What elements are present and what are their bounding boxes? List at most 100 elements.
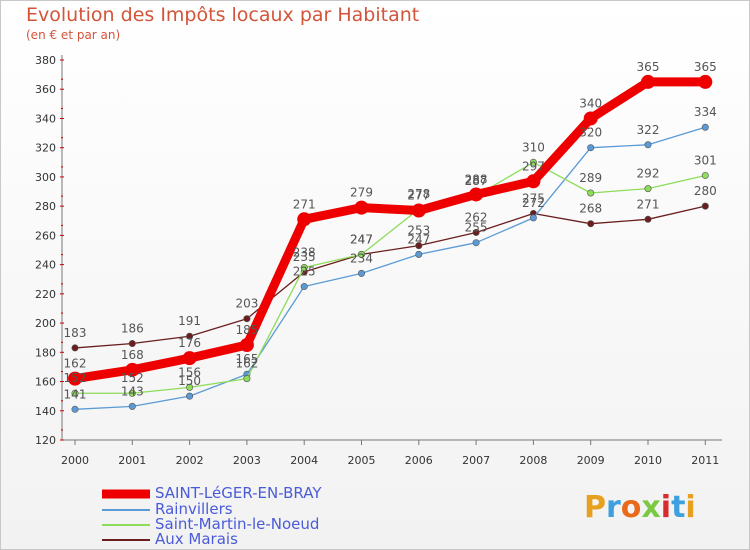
data-point bbox=[415, 242, 423, 250]
data-label: 340 bbox=[579, 96, 602, 110]
data-point bbox=[186, 332, 194, 340]
data-point bbox=[182, 351, 197, 366]
data-label: 253 bbox=[407, 224, 430, 238]
data-label: 141 bbox=[64, 387, 87, 401]
chart-title: Evolution des Impôts locaux par Habitant bbox=[26, 4, 420, 26]
data-label: 162 bbox=[235, 357, 258, 371]
data-point bbox=[701, 202, 709, 210]
data-point bbox=[243, 315, 251, 323]
data-label: 262 bbox=[465, 210, 488, 224]
chart-subtitle: (en € et par an) bbox=[26, 28, 121, 42]
data-point bbox=[125, 362, 140, 377]
data-point bbox=[644, 141, 652, 149]
x-tick-label: 2008 bbox=[519, 454, 547, 467]
data-label: 289 bbox=[579, 171, 602, 185]
data-point bbox=[300, 283, 308, 291]
y-tick-label: 200 bbox=[35, 317, 56, 330]
data-label: 143 bbox=[121, 384, 144, 398]
y-tick-label: 320 bbox=[35, 142, 56, 155]
data-label: 279 bbox=[350, 186, 373, 200]
x-tick-label: 2007 bbox=[462, 454, 490, 467]
y-tick-label: 300 bbox=[35, 171, 56, 184]
data-label: 156 bbox=[178, 365, 201, 379]
data-point bbox=[701, 123, 709, 131]
data-label: 225 bbox=[293, 265, 316, 279]
x-tick-label: 2000 bbox=[61, 454, 89, 467]
data-label: 334 bbox=[694, 105, 717, 119]
data-label: 185 bbox=[235, 323, 258, 337]
data-label: 176 bbox=[178, 336, 201, 350]
data-label: 234 bbox=[350, 251, 373, 265]
data-point bbox=[71, 344, 79, 352]
y-tick-label: 280 bbox=[35, 200, 56, 213]
data-label: 287 bbox=[465, 174, 488, 188]
data-label: 272 bbox=[522, 196, 545, 210]
proxiti-logo: Proxiti bbox=[584, 490, 696, 525]
data-label: 255 bbox=[465, 221, 488, 235]
data-label: 162 bbox=[64, 357, 87, 371]
data-point bbox=[411, 203, 426, 218]
y-tick-label: 220 bbox=[35, 288, 56, 301]
data-label: 271 bbox=[293, 197, 316, 211]
data-label: 247 bbox=[407, 232, 430, 246]
data-label: 152 bbox=[64, 371, 87, 385]
data-point bbox=[644, 215, 652, 223]
data-point bbox=[415, 250, 423, 258]
data-point bbox=[587, 144, 595, 152]
data-point bbox=[526, 174, 541, 189]
x-tick-label: 2010 bbox=[634, 454, 662, 467]
data-label: 247 bbox=[350, 232, 373, 246]
data-point bbox=[354, 200, 369, 215]
data-label: 191 bbox=[178, 314, 201, 328]
series-line bbox=[74, 161, 706, 394]
x-tick-label: 2004 bbox=[290, 454, 318, 467]
data-point bbox=[128, 340, 136, 348]
y-tick-label: 380 bbox=[35, 54, 56, 67]
x-tick-label: 2006 bbox=[405, 454, 433, 467]
data-point bbox=[71, 405, 79, 413]
y-tick-label: 360 bbox=[35, 83, 56, 96]
data-label: 301 bbox=[694, 153, 717, 167]
y-tick-label: 160 bbox=[35, 376, 56, 389]
legend-label: Rainvillers bbox=[155, 500, 233, 518]
data-label: 235 bbox=[293, 250, 316, 264]
x-tick-label: 2001 bbox=[118, 454, 146, 467]
data-label: 278 bbox=[407, 187, 430, 201]
data-point bbox=[239, 338, 254, 352]
data-point bbox=[587, 189, 595, 197]
data-label: 183 bbox=[64, 326, 87, 340]
data-label: 275 bbox=[522, 191, 545, 205]
x-tick-label: 2002 bbox=[176, 454, 204, 467]
y-tick-label: 120 bbox=[35, 434, 56, 447]
x-tick-label: 2005 bbox=[348, 454, 376, 467]
data-point bbox=[641, 74, 655, 89]
data-label: 238 bbox=[293, 246, 316, 260]
legend-label: Aux Marais bbox=[155, 530, 238, 548]
data-label: 186 bbox=[121, 322, 144, 336]
data-label: 320 bbox=[579, 126, 602, 140]
data-point bbox=[469, 187, 484, 202]
data-label: 247 bbox=[350, 232, 373, 246]
data-point bbox=[357, 269, 365, 277]
data-label: 277 bbox=[407, 189, 430, 203]
data-point bbox=[297, 212, 312, 227]
x-tick-label: 2011 bbox=[691, 454, 719, 467]
data-point bbox=[186, 383, 194, 391]
data-label: 165 bbox=[235, 352, 258, 366]
series-line bbox=[74, 205, 706, 349]
data-point bbox=[529, 214, 537, 222]
data-point bbox=[644, 185, 652, 193]
data-point bbox=[357, 250, 365, 258]
data-point bbox=[128, 402, 136, 410]
data-label: 152 bbox=[121, 371, 144, 385]
legend-label: Saint-Martin-le-Noeud bbox=[155, 515, 320, 533]
data-point bbox=[701, 171, 709, 179]
data-label: 322 bbox=[637, 123, 660, 137]
y-tick-label: 260 bbox=[35, 229, 56, 242]
data-point bbox=[128, 389, 136, 397]
x-tick-label: 2009 bbox=[577, 454, 605, 467]
data-point bbox=[472, 239, 480, 247]
legend-label: SAINT-LéGER-EN-BRAY bbox=[155, 484, 322, 502]
data-point bbox=[68, 371, 82, 386]
